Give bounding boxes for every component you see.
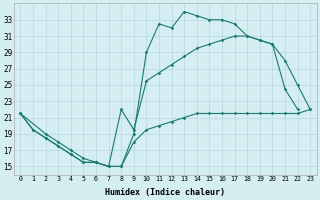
X-axis label: Humidex (Indice chaleur): Humidex (Indice chaleur) (105, 188, 225, 197)
